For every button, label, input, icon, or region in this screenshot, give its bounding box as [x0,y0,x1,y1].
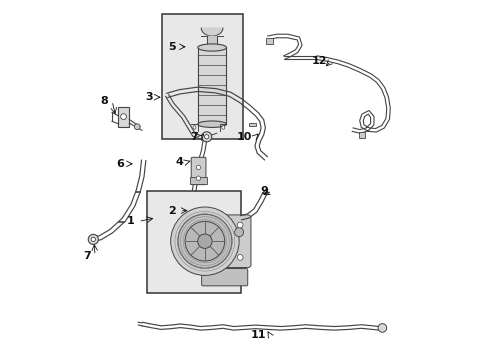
Circle shape [170,207,239,275]
Circle shape [204,135,208,139]
Circle shape [237,222,243,228]
Circle shape [91,237,95,242]
Bar [118,107,129,127]
Text: 10: 10 [236,132,251,142]
Ellipse shape [222,126,224,129]
Ellipse shape [197,44,226,51]
Bar [190,177,206,184]
Circle shape [121,114,126,120]
Bar [162,14,242,139]
FancyBboxPatch shape [201,269,247,286]
Circle shape [134,124,140,130]
Text: 7: 7 [189,132,197,142]
Text: 2: 2 [168,206,176,216]
Ellipse shape [193,126,196,129]
FancyBboxPatch shape [223,215,250,267]
Text: 11: 11 [250,330,265,340]
Circle shape [197,234,212,248]
Text: 4: 4 [175,157,183,167]
Circle shape [178,214,231,268]
Text: 8: 8 [101,96,108,106]
Bar [358,132,364,138]
Text: 3: 3 [145,92,152,102]
Text: 12: 12 [311,56,326,66]
Text: 7: 7 [83,251,91,261]
Text: 6: 6 [116,159,123,169]
Bar [248,123,256,126]
Circle shape [201,132,211,142]
Ellipse shape [197,121,226,127]
Circle shape [185,221,224,261]
Circle shape [196,176,200,180]
Bar [265,38,272,44]
Bar [147,191,241,293]
Ellipse shape [234,228,243,237]
Circle shape [377,324,386,332]
Text: 9: 9 [260,186,267,196]
Text: 1: 1 [127,216,134,226]
Polygon shape [201,28,223,36]
Circle shape [88,234,98,244]
Text: 5: 5 [168,42,176,52]
Circle shape [196,165,200,170]
FancyBboxPatch shape [191,157,205,185]
Circle shape [237,255,243,260]
